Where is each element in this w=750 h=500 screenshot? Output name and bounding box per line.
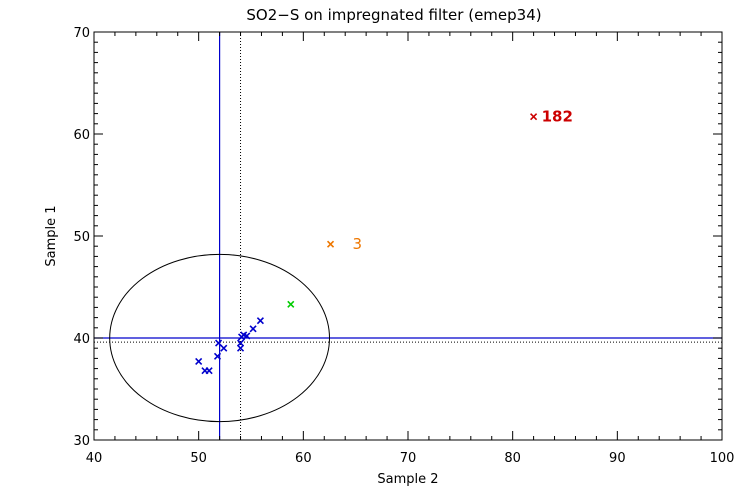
data-point-mark-b xyxy=(256,317,264,325)
data-point-mark-b xyxy=(220,344,228,352)
data-point xyxy=(213,352,222,360)
data-point-mark-b xyxy=(287,300,295,308)
confidence-ellipse-layer xyxy=(109,253,331,423)
x-tick-label: 50 xyxy=(190,451,207,466)
y-tick-label: 60 xyxy=(73,128,90,143)
x-tick-label: 90 xyxy=(609,451,626,466)
data-point xyxy=(236,339,245,347)
x-tick-label: 80 xyxy=(504,451,521,466)
confidence-ellipse xyxy=(109,253,331,423)
data-point xyxy=(243,332,251,340)
data-point xyxy=(287,300,295,308)
x-axis-title: Sample 2 xyxy=(377,472,438,487)
data-point xyxy=(195,357,203,366)
data-point-mark-b xyxy=(326,240,335,248)
x-tick-label: 40 xyxy=(86,451,103,466)
data-points: 3 182 xyxy=(195,108,573,375)
data-point-mark-b xyxy=(205,367,213,375)
data-point xyxy=(256,317,264,325)
chart-title: SO2−S on impregnated filter (emep34) xyxy=(246,6,541,24)
y-tick-label: 70 xyxy=(73,26,90,41)
data-point-mark-b xyxy=(214,339,223,347)
data-point-mark-b xyxy=(240,331,248,339)
data-point-mark-b xyxy=(195,357,203,366)
data-point xyxy=(220,344,228,352)
data-point-mark-b xyxy=(530,113,538,121)
x-tick-label: 100 xyxy=(710,451,735,466)
data-point-mark-b xyxy=(213,352,222,360)
y-tick-label: 40 xyxy=(73,332,90,347)
y-axis-title: Sample 1 xyxy=(44,205,59,266)
point-label: 3 xyxy=(353,235,363,253)
x-tick-label: 60 xyxy=(295,451,312,466)
axes: 40 50 60 70 80 90 100 30 40 50 60 70 xyxy=(73,26,734,466)
data-point-mark-b xyxy=(243,332,251,340)
plot-frame xyxy=(93,31,723,441)
data-point xyxy=(205,367,213,375)
x-tick-label: 70 xyxy=(400,451,417,466)
point-label: 182 xyxy=(542,108,573,126)
data-point-mark-b xyxy=(249,325,257,333)
reference-lines xyxy=(94,32,722,440)
data-point-mark-b xyxy=(236,339,245,347)
data-point xyxy=(249,325,257,333)
y-tick-label: 50 xyxy=(73,230,90,245)
data-point xyxy=(214,339,223,347)
data-point xyxy=(530,113,538,121)
data-point xyxy=(326,240,335,248)
y-tick-label: 30 xyxy=(73,434,90,449)
